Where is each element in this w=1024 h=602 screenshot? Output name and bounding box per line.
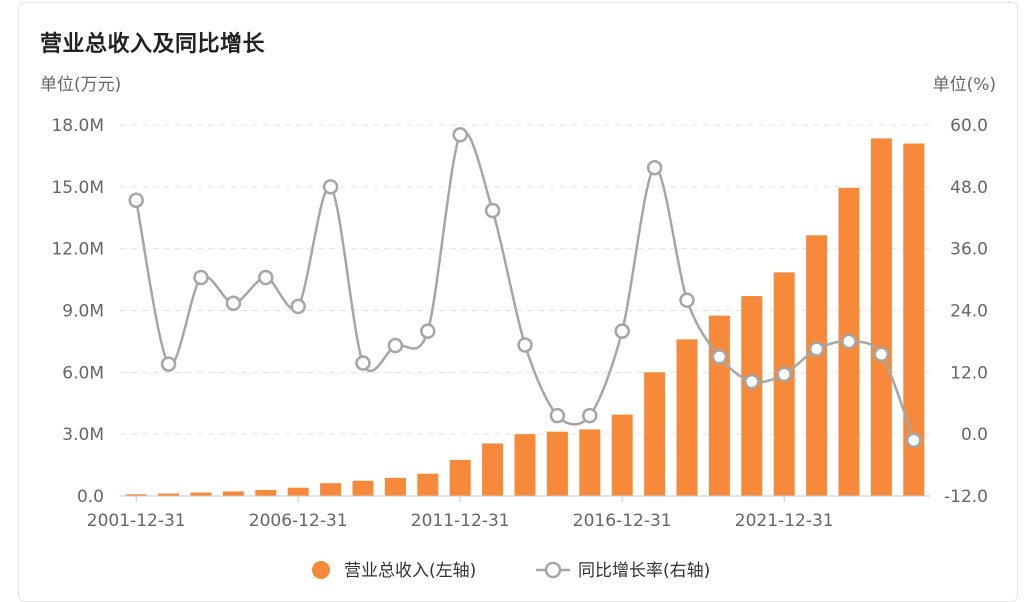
right-tick-label: 0.0 (961, 425, 988, 445)
left-axis-unit: 单位(万元) (40, 75, 121, 95)
revenue-bar[interactable] (579, 429, 601, 496)
revenue-bar[interactable] (320, 483, 342, 496)
growth-rate-point[interactable] (808, 341, 825, 357)
left-tick-label: 15.0M (51, 178, 104, 198)
left-tick-label: 6.0M (62, 363, 104, 383)
revenue-bar[interactable] (806, 235, 828, 496)
x-tick-label: 2001-12-31 (87, 511, 186, 531)
revenue-bar[interactable] (546, 431, 568, 496)
left-tick-label: 12.0M (51, 240, 104, 260)
growth-rate-point[interactable] (420, 323, 436, 339)
growth-rate-point[interactable] (160, 356, 177, 372)
left-tick-label: 3.0M (62, 425, 104, 445)
growth-rate-point[interactable] (906, 432, 922, 449)
growth-rate-point[interactable] (517, 337, 533, 353)
right-tick-label: -12.0 (944, 487, 988, 507)
revenue-bar[interactable] (352, 480, 374, 496)
growth-rate-point[interactable] (484, 202, 501, 219)
growth-rate-point[interactable] (128, 192, 144, 208)
revenue-bar[interactable] (287, 487, 309, 496)
right-tick-label: 12.0 (950, 363, 988, 383)
revenue-bar[interactable] (384, 477, 406, 496)
growth-rate-point[interactable] (646, 160, 663, 176)
revenue-bar[interactable] (190, 492, 212, 496)
left-tick-label: 0.0 (77, 487, 104, 507)
x-tick-label: 2011-12-31 (411, 511, 510, 531)
revenue-bar[interactable] (644, 372, 666, 496)
growth-rate-point[interactable] (614, 323, 630, 339)
revenue-bar[interactable] (611, 414, 633, 496)
revenue-bar[interactable] (870, 138, 892, 496)
revenue-bar[interactable] (449, 459, 471, 496)
revenue-bar[interactable] (417, 473, 439, 496)
growth-rate-point[interactable] (711, 349, 728, 365)
revenue-bar[interactable] (222, 491, 244, 496)
legend-revenue-marker (312, 561, 330, 579)
right-tick-label: 60.0 (950, 116, 988, 136)
growth-rate-point[interactable] (193, 269, 209, 286)
legend-growth-label: 同比增长率(右轴) (578, 561, 710, 581)
revenue-bar[interactable] (482, 443, 504, 496)
growth-rate-point[interactable] (355, 355, 371, 371)
growth-rate-point[interactable] (322, 179, 339, 195)
chart-title: 营业总收入及同比增长 (40, 32, 266, 57)
x-tick-label: 2016-12-31 (573, 511, 672, 531)
revenue-bar[interactable] (741, 296, 763, 496)
left-tick-label: 9.0M (62, 302, 104, 322)
right-tick-label: 24.0 (950, 302, 988, 322)
growth-rate-point[interactable] (290, 298, 306, 315)
right-tick-label: 48.0 (950, 178, 988, 198)
growth-rate-point[interactable] (679, 292, 695, 308)
revenue-bar[interactable] (773, 272, 795, 496)
x-tick-label: 2006-12-31 (249, 511, 348, 531)
growth-rate-point[interactable] (387, 337, 404, 354)
growth-rate-point[interactable] (744, 373, 760, 390)
growth-rate-point[interactable] (841, 333, 857, 350)
x-tick-label: 2021-12-31 (735, 511, 834, 531)
revenue-bar[interactable] (158, 493, 180, 496)
growth-rate-point[interactable] (225, 295, 242, 312)
growth-rate-point[interactable] (452, 127, 468, 143)
legend-growth-marker (544, 561, 562, 579)
growth-rate-point[interactable] (776, 366, 792, 383)
growth-rate-line (134, 130, 915, 441)
revenue-bar[interactable] (125, 494, 147, 496)
right-axis-unit: 单位(%) (933, 75, 996, 95)
left-tick-label: 18.0M (51, 116, 104, 136)
right-tick-label: 36.0 (950, 240, 988, 260)
growth-rate-point[interactable] (582, 407, 598, 424)
growth-rate-point[interactable] (873, 346, 890, 363)
growth-rate-point[interactable] (549, 407, 566, 424)
revenue-bar[interactable] (514, 434, 536, 496)
revenue-bar[interactable] (255, 490, 277, 496)
legend-revenue-label: 营业总收入(左轴) (344, 561, 476, 581)
revenue-bar[interactable] (708, 315, 730, 496)
revenue-bar[interactable] (676, 339, 698, 496)
revenue-bar[interactable] (903, 143, 925, 497)
growth-rate-point[interactable] (258, 269, 274, 286)
